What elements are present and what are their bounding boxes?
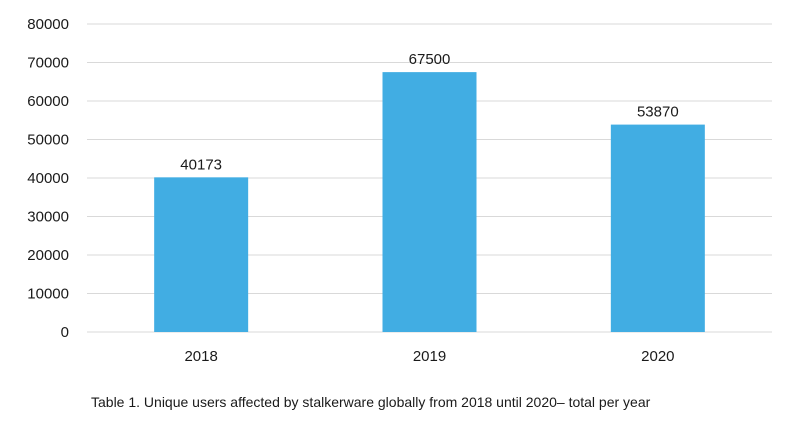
- y-tick-label: 10000: [27, 286, 69, 303]
- y-tick-label: 50000: [27, 132, 69, 149]
- bars: [154, 72, 705, 333]
- bar-2019: [382, 72, 477, 332]
- data-label-2019: 67500: [409, 51, 451, 68]
- x-axis-ticks: 2018 2019 2020: [184, 348, 674, 365]
- y-tick-label: 80000: [27, 16, 69, 33]
- x-tick-label-2018: 2018: [184, 348, 217, 365]
- y-tick-label: 0: [61, 324, 69, 341]
- y-tick-label: 20000: [27, 247, 69, 264]
- data-labels: 40173 67500 53870: [180, 51, 678, 173]
- y-axis-ticks: 0 10000 20000 30000 40000 50000 60000 70000 8000…: [27, 16, 69, 341]
- y-tick-label: 60000: [27, 93, 69, 110]
- bar-2018: [154, 177, 249, 332]
- x-tick-label-2020: 2020: [641, 348, 674, 365]
- y-tick-label: 30000: [27, 209, 69, 226]
- y-tick-label: 70000: [27, 55, 69, 72]
- bar-2020: [610, 124, 705, 333]
- y-tick-label: 40000: [27, 170, 69, 187]
- chart-caption: Table 1. Unique users affected by stalke…: [91, 394, 651, 410]
- x-tick-label-2019: 2019: [413, 348, 446, 365]
- data-label-2020: 53870: [637, 104, 679, 121]
- data-label-2018: 40173: [180, 156, 222, 173]
